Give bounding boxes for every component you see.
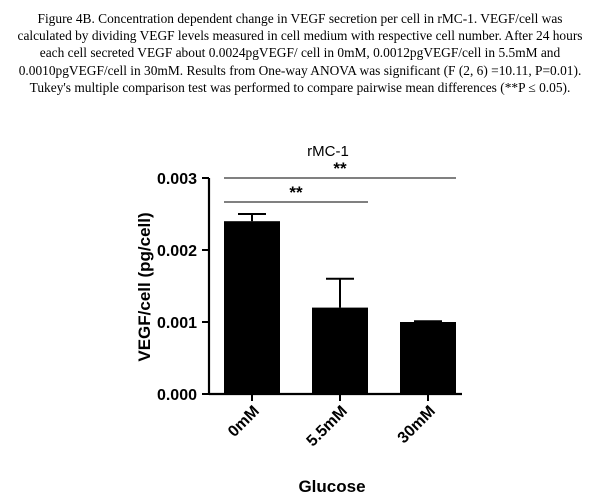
figure-caption: Figure 4B. Concentration dependent chang… — [17, 11, 583, 95]
bar-5.5mM — [312, 307, 368, 394]
significance-label: ** — [289, 183, 303, 202]
bar-30mM — [400, 322, 456, 394]
y-tick-label: 0.003 — [157, 171, 197, 188]
plot-area: 0.000 0.001 0.002 0.003 0mM 5.5mM 30mM ** ** — [157, 159, 462, 450]
chart-title: rMC-1 — [307, 143, 349, 160]
significance-label: ** — [333, 159, 347, 178]
y-tick-label: 0.002 — [157, 243, 197, 260]
x-tick-label: 30mM — [395, 403, 439, 447]
x-tick-label: 0mM — [225, 403, 263, 441]
bar-0mM — [224, 221, 280, 394]
x-tick-label: 5.5mM — [304, 403, 351, 450]
y-axis-label: VEGF/cell (pg/cell) — [135, 212, 154, 361]
x-axis-label: Glucose — [298, 477, 365, 496]
y-tick-label: 0.001 — [157, 315, 197, 332]
y-tick-label: 0.000 — [157, 387, 197, 404]
